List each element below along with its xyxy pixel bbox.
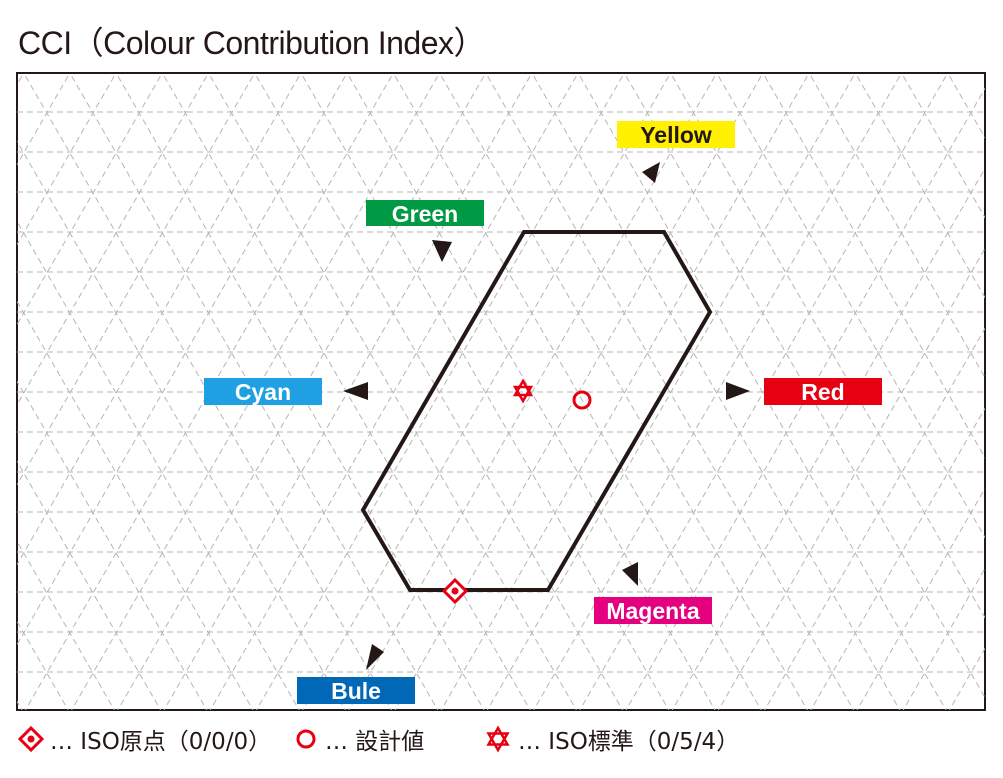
- label-blue-text: Bule: [331, 678, 381, 704]
- iso-standard-marker: [512, 378, 534, 404]
- label-cyan: Cyan: [204, 378, 322, 405]
- label-yellow: Yellow: [617, 121, 735, 148]
- label-cyan-text: Cyan: [235, 379, 291, 405]
- arrow-yellow-icon: [642, 162, 660, 183]
- label-magenta: Magenta: [594, 597, 712, 624]
- label-yellow-text: Yellow: [640, 122, 712, 148]
- label-red: Red: [764, 378, 882, 405]
- legend-iso-origin-text: … ISO原点（0/0/0）: [50, 729, 272, 755]
- label-magenta-text: Magenta: [606, 598, 700, 624]
- cci-diagram: Yellow Green Cyan Red Magenta Bule: [16, 72, 986, 711]
- circle-marker-icon: [296, 729, 316, 749]
- legend-design-value-text: … 設計値: [325, 729, 425, 755]
- arrow-magenta-icon: [622, 562, 638, 586]
- legend-iso-standard: … ISO標準（0/5/4）: [484, 722, 739, 756]
- legend-design-value: … 設計値: [293, 722, 424, 756]
- iso-origin-marker: [441, 577, 469, 605]
- page-title: CCI（Colour Contribution Index）: [18, 25, 486, 61]
- diamond-marker-icon: [18, 726, 44, 752]
- arrow-green-icon: [432, 240, 452, 262]
- colour-gamut-hexagon: [360, 230, 713, 592]
- arrow-blue-icon: [366, 644, 384, 670]
- star-of-david-marker-icon: [486, 725, 510, 753]
- legend-iso-standard-text: … ISO標準（0/5/4）: [518, 729, 740, 755]
- arrow-red-icon: [726, 382, 750, 400]
- arrow-cyan-icon: [343, 382, 368, 400]
- label-green: Green: [366, 200, 484, 227]
- label-red-text: Red: [801, 379, 844, 405]
- direction-arrows: [343, 162, 750, 670]
- label-green-text: Green: [392, 201, 458, 227]
- design-value-marker: [572, 390, 592, 410]
- legend-iso-origin: … ISO原点（0/0/0）: [18, 722, 271, 756]
- label-blue: Bule: [297, 677, 415, 704]
